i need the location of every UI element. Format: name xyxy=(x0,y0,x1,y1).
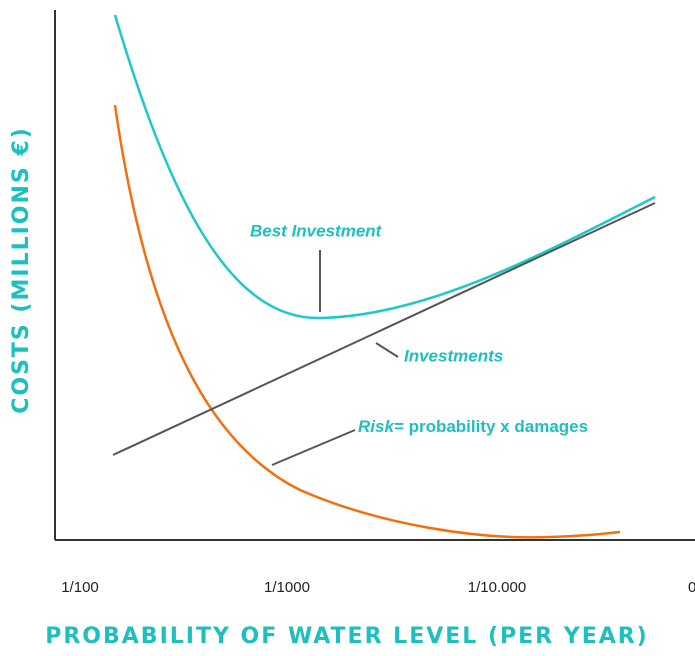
investment-line xyxy=(112,202,656,456)
x-tick-label: 1/100 xyxy=(61,579,99,596)
pointer xyxy=(375,342,399,358)
y-axis-title: COSTS (MILLIONS €) xyxy=(9,126,34,414)
x-tick-label: 0 xyxy=(688,579,695,596)
pointer xyxy=(271,429,356,466)
annotation: Risk= probability x damages xyxy=(358,417,588,436)
x-tick-label: 1/1000 xyxy=(264,579,310,596)
x-axis-title: PROBABILITY OF WATER LEVEL (PER YEAR) xyxy=(45,624,649,649)
x-tick-label: 1/10.000 xyxy=(468,579,526,596)
annotation-definition: probability x damages xyxy=(404,417,588,436)
total-cost-curve xyxy=(113,14,656,320)
risk-curve xyxy=(113,104,621,539)
annotation-term: Risk= xyxy=(358,417,404,436)
annotation: Investments xyxy=(404,346,503,365)
annotation: Best Investment xyxy=(250,221,383,240)
